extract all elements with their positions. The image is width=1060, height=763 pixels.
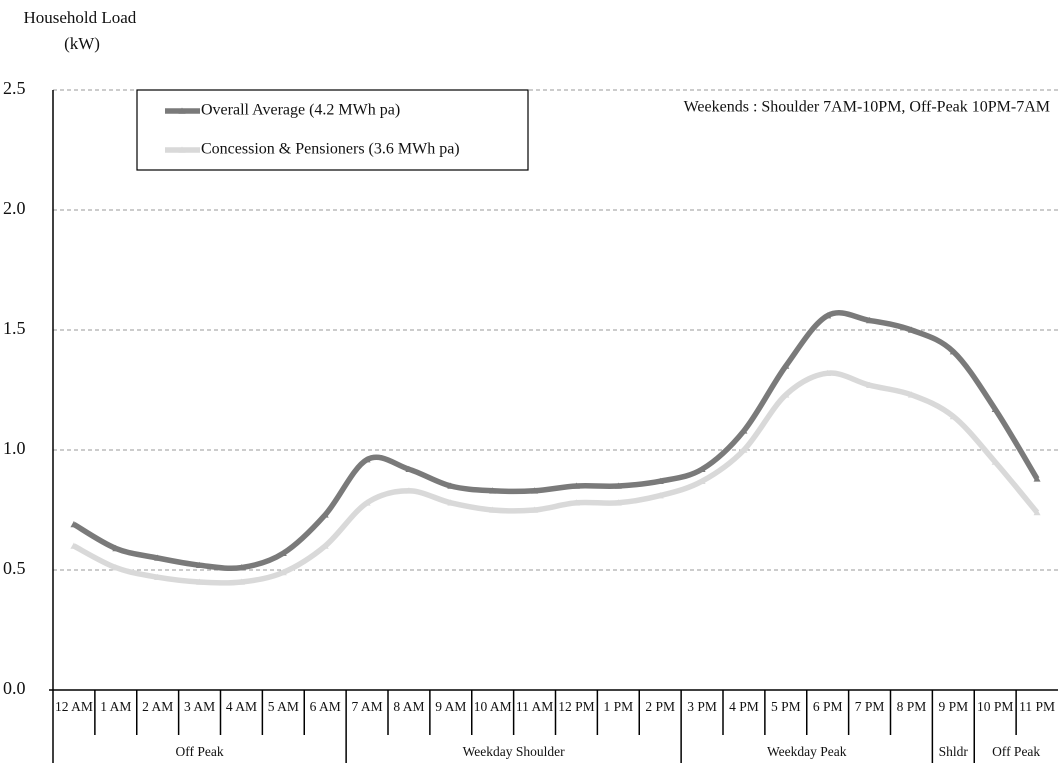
legend-marker	[178, 146, 186, 153]
marker	[907, 391, 915, 398]
marker	[70, 520, 78, 528]
marker	[405, 487, 413, 494]
legend-label: Concession & Pensioners (3.6 MWh pa)	[201, 141, 460, 158]
marker	[489, 506, 497, 513]
x-tick-label: 7 AM	[351, 699, 382, 714]
marker	[698, 477, 706, 484]
marker	[363, 499, 371, 506]
y-tick-label: 0.0	[3, 678, 26, 698]
x-tick-label: 10 PM	[977, 699, 1013, 714]
marker	[866, 316, 874, 324]
x-tick-label: 4 PM	[729, 699, 759, 714]
x-tick-label: 2 AM	[142, 699, 173, 714]
x-tick-label: 8 AM	[393, 699, 424, 714]
period-label: Off Peak	[992, 744, 1040, 759]
marker	[447, 499, 455, 506]
y-tick-label: 2.5	[3, 78, 26, 98]
marker	[782, 362, 790, 369]
x-tick-label: 10 AM	[474, 699, 512, 714]
marker	[363, 456, 371, 463]
legend-box	[136, 89, 529, 171]
marker	[949, 348, 957, 355]
x-tick-label: 4 AM	[226, 699, 257, 714]
marker	[196, 561, 204, 568]
marker	[321, 511, 329, 518]
series-line	[72, 370, 1040, 586]
marker	[572, 482, 580, 489]
marker	[740, 427, 748, 434]
marker	[531, 506, 539, 513]
x-tick-label: 3 PM	[687, 699, 717, 714]
x-tick-label: 6 PM	[813, 699, 843, 714]
y-tick-label: 1.5	[3, 318, 26, 338]
marker	[698, 465, 706, 472]
x-tick-label: 12 AM	[55, 699, 93, 714]
x-tick-label: 1 PM	[603, 699, 633, 714]
marker	[112, 564, 120, 571]
x-tick-label: 1 AM	[100, 699, 131, 714]
x-tick-label: 3 AM	[184, 699, 215, 714]
y-tick-label: 2.0	[3, 198, 26, 218]
x-tick-label: 5 PM	[771, 699, 801, 714]
period-label: Weekday Peak	[767, 744, 847, 759]
marker	[782, 391, 790, 398]
legend-marker	[178, 107, 186, 114]
x-tick-label: 9 PM	[938, 699, 968, 714]
legend-label: Overall Average (4.2 MWh pa)	[201, 102, 400, 119]
x-tick-label: 9 AM	[435, 699, 466, 714]
marker	[154, 554, 162, 561]
x-tick-label: 2 PM	[645, 699, 675, 714]
marker	[112, 544, 120, 552]
marker	[489, 487, 497, 494]
marker	[614, 482, 622, 489]
y-tick-label: 1.0	[3, 438, 26, 458]
x-tick-label: 7 PM	[855, 699, 885, 714]
marker	[447, 482, 455, 489]
y-tick-label: 0.5	[3, 558, 26, 578]
marker	[196, 578, 204, 585]
x-tick-label: 11 AM	[516, 699, 553, 714]
marker	[1033, 508, 1041, 516]
marker	[740, 446, 748, 453]
marker	[824, 369, 832, 376]
period-label: Weekday Shoulder	[463, 744, 566, 759]
marker	[949, 412, 957, 420]
marker	[279, 568, 287, 576]
marker	[991, 405, 999, 412]
marker	[824, 312, 832, 319]
marker	[154, 573, 162, 580]
period-label: Shldr	[939, 744, 969, 759]
marker	[405, 465, 413, 472]
marker	[237, 564, 245, 571]
x-tick-label: 5 AM	[268, 699, 299, 714]
marker	[614, 499, 622, 506]
x-tick-label: 8 PM	[897, 699, 927, 714]
x-tick-label: 11 PM	[1019, 699, 1055, 714]
marker	[991, 458, 999, 465]
marker	[279, 549, 287, 556]
marker	[656, 492, 664, 499]
marker	[656, 477, 664, 484]
marker	[1033, 475, 1041, 482]
period-label: Off Peak	[176, 744, 224, 759]
x-tick-label: 6 AM	[310, 699, 341, 714]
marker	[866, 381, 874, 388]
marker	[321, 542, 329, 549]
x-tick-label: 12 PM	[558, 699, 594, 714]
annotation: Weekends : Shoulder 7AM-10PM, Off-Peak 1…	[684, 99, 1050, 116]
marker	[70, 542, 78, 549]
marker	[531, 487, 539, 494]
series-line	[72, 310, 1040, 572]
marker	[907, 326, 915, 333]
marker	[572, 499, 580, 506]
y-axis-title: Household Load (kW)	[23, 8, 140, 53]
marker	[237, 578, 245, 585]
